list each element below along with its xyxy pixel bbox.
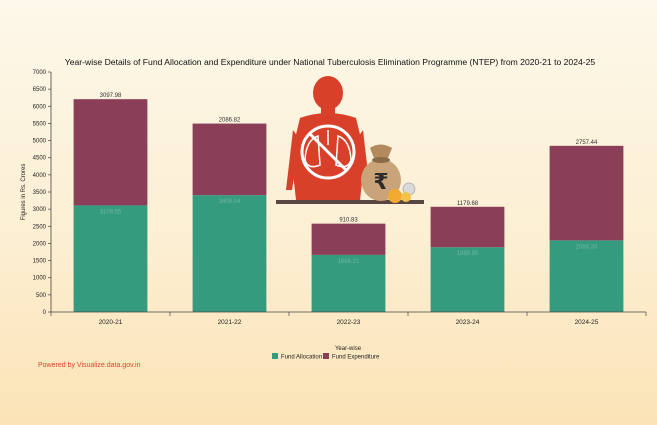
y-tick-label: 4000 [33,173,47,179]
bar-label-expenditure: 3097.98 [100,93,122,99]
x-tick-label: 2021-22 [218,319,242,326]
bar-allocation [549,240,624,312]
bar-allocation [73,205,148,312]
y-tick-label: 2500 [33,224,47,230]
y-tick-label: 1500 [33,259,47,265]
bar-expenditure [311,223,386,255]
inner-labels-layer: 3109.55 3409.04 1666.21 1888.95 2089.33 [100,199,598,265]
y-tick-label: 2000 [33,241,47,247]
no-symbol-icon [300,124,356,180]
illustration-shelf [276,200,424,204]
legend-label-allocation: Fund Allocation [281,355,322,361]
legend: Fund Allocation Fund Expenditure [272,353,380,361]
data-labels-layer: 3097.98 2086.82 910.83 1179.68 2757.44 [100,93,598,223]
y-axis-title: Figures in Rs. Crores [21,164,27,221]
y-tick-label: 3500 [33,190,47,196]
bar-label-expenditure: 2086.82 [219,118,241,124]
legend-label-expenditure: Fund Expenditure [332,355,380,361]
y-tick-label: 500 [36,293,47,299]
legend-swatch-expenditure [323,353,329,359]
bar-label-allocation: 3109.55 [100,209,122,215]
y-tick-label: 3000 [33,207,47,213]
bar-label-allocation: 1888.95 [457,251,479,257]
y-tick-label: 0 [43,310,47,316]
bar-expenditure [549,145,624,241]
bar-label-allocation: 2089.33 [576,244,598,250]
bar-label-allocation: 3409.04 [219,199,241,205]
legend-swatch-allocation [272,353,278,359]
x-axis-title: Year-wise [335,346,362,352]
bar-label-allocation: 1666.21 [338,259,360,265]
bar-label-expenditure: 2757.44 [576,140,598,146]
y-tick-label: 7000 [33,70,47,76]
x-tick-label: 2024-25 [575,319,599,326]
bars-layer [73,99,624,312]
y-tick-label: 4500 [33,156,47,162]
bar-allocation [192,195,267,312]
chart-title: Year-wise Details of Fund Allocation and… [65,57,596,67]
rupee-icon: ₹ [373,170,388,195]
y-tick-label: 1000 [33,276,47,282]
y-tick-label: 6000 [33,104,47,110]
human-lungs-icon [286,76,370,200]
bar-expenditure [73,99,148,206]
powered-by-text[interactable]: Powered by Visualize.data.gov.in [38,362,141,369]
bar-label-expenditure: 910.83 [339,218,358,224]
x-tick-label: 2023-24 [456,319,480,326]
y-tick-label: 6500 [33,87,47,93]
x-tick-label: 2020-21 [99,319,123,326]
bar-expenditure [192,123,267,196]
y-ticks: 0 500 1000 1500 2000 2500 3000 3500 4000 4500 5000… [33,70,51,316]
coins-icon [388,182,416,203]
tb-illustration: ₹ [276,76,424,204]
y-tick-label: 5000 [33,139,47,145]
x-ticks: 2020-21 2021-22 2022-23 2023-24 2024-25 [50,312,647,326]
bar-expenditure [430,206,505,248]
x-tick-label: 2022-23 [337,319,361,326]
bar-label-expenditure: 1179.68 [457,201,479,207]
bar-allocation [311,254,386,312]
y-tick-label: 5500 [33,121,47,127]
bar-allocation [430,247,505,312]
